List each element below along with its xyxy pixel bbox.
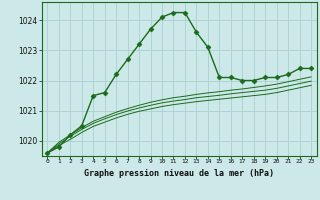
X-axis label: Graphe pression niveau de la mer (hPa): Graphe pression niveau de la mer (hPa) — [84, 169, 274, 178]
